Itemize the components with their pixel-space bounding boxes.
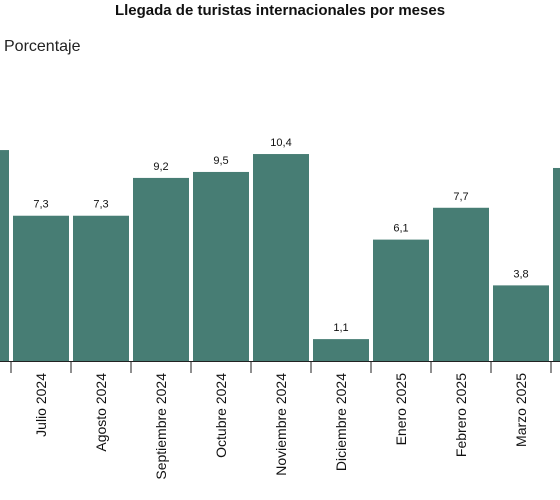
x-tick-label: Agosto 2024 [93, 373, 109, 452]
x-tick-label: Diciembre 2024 [333, 373, 349, 471]
bar [433, 207, 489, 361]
bar-data-label: 1,1 [333, 322, 348, 334]
bar-data-label: 7,3 [93, 199, 108, 211]
x-tick-label: Febrero 2025 [453, 373, 469, 457]
bar [373, 239, 429, 361]
bar [493, 285, 549, 361]
x-tick-label: Septiembre 2024 [153, 373, 169, 480]
bar [0, 150, 9, 361]
bar [553, 167, 560, 361]
x-tick-label: Julio 2024 [33, 373, 49, 437]
bar-data-label: 3,8 [513, 268, 528, 280]
bar-data-label: 7,3 [33, 199, 48, 211]
bar [73, 215, 129, 361]
chart-title: Llegada de turistas internacionales por … [114, 2, 446, 19]
bar [253, 154, 309, 361]
x-tick-label: Octubre 2024 [213, 373, 229, 458]
bar [133, 177, 189, 361]
y-axis-label: Porcentaje [4, 38, 81, 55]
bar [313, 339, 369, 361]
bar-data-label: 10,4 [270, 137, 291, 149]
bar [13, 215, 69, 361]
bar-data-label: 7,7 [453, 191, 468, 203]
x-tick-label: Noviembre 2024 [273, 373, 289, 476]
bar-data-label: 9,5 [213, 155, 228, 167]
bar [193, 171, 249, 361]
bar-data-label: 6,1 [393, 223, 408, 235]
x-tick-label: Enero 2025 [393, 373, 409, 446]
bar-data-label: 9,2 [153, 161, 168, 173]
x-tick-label: Marzo 2025 [513, 373, 529, 447]
